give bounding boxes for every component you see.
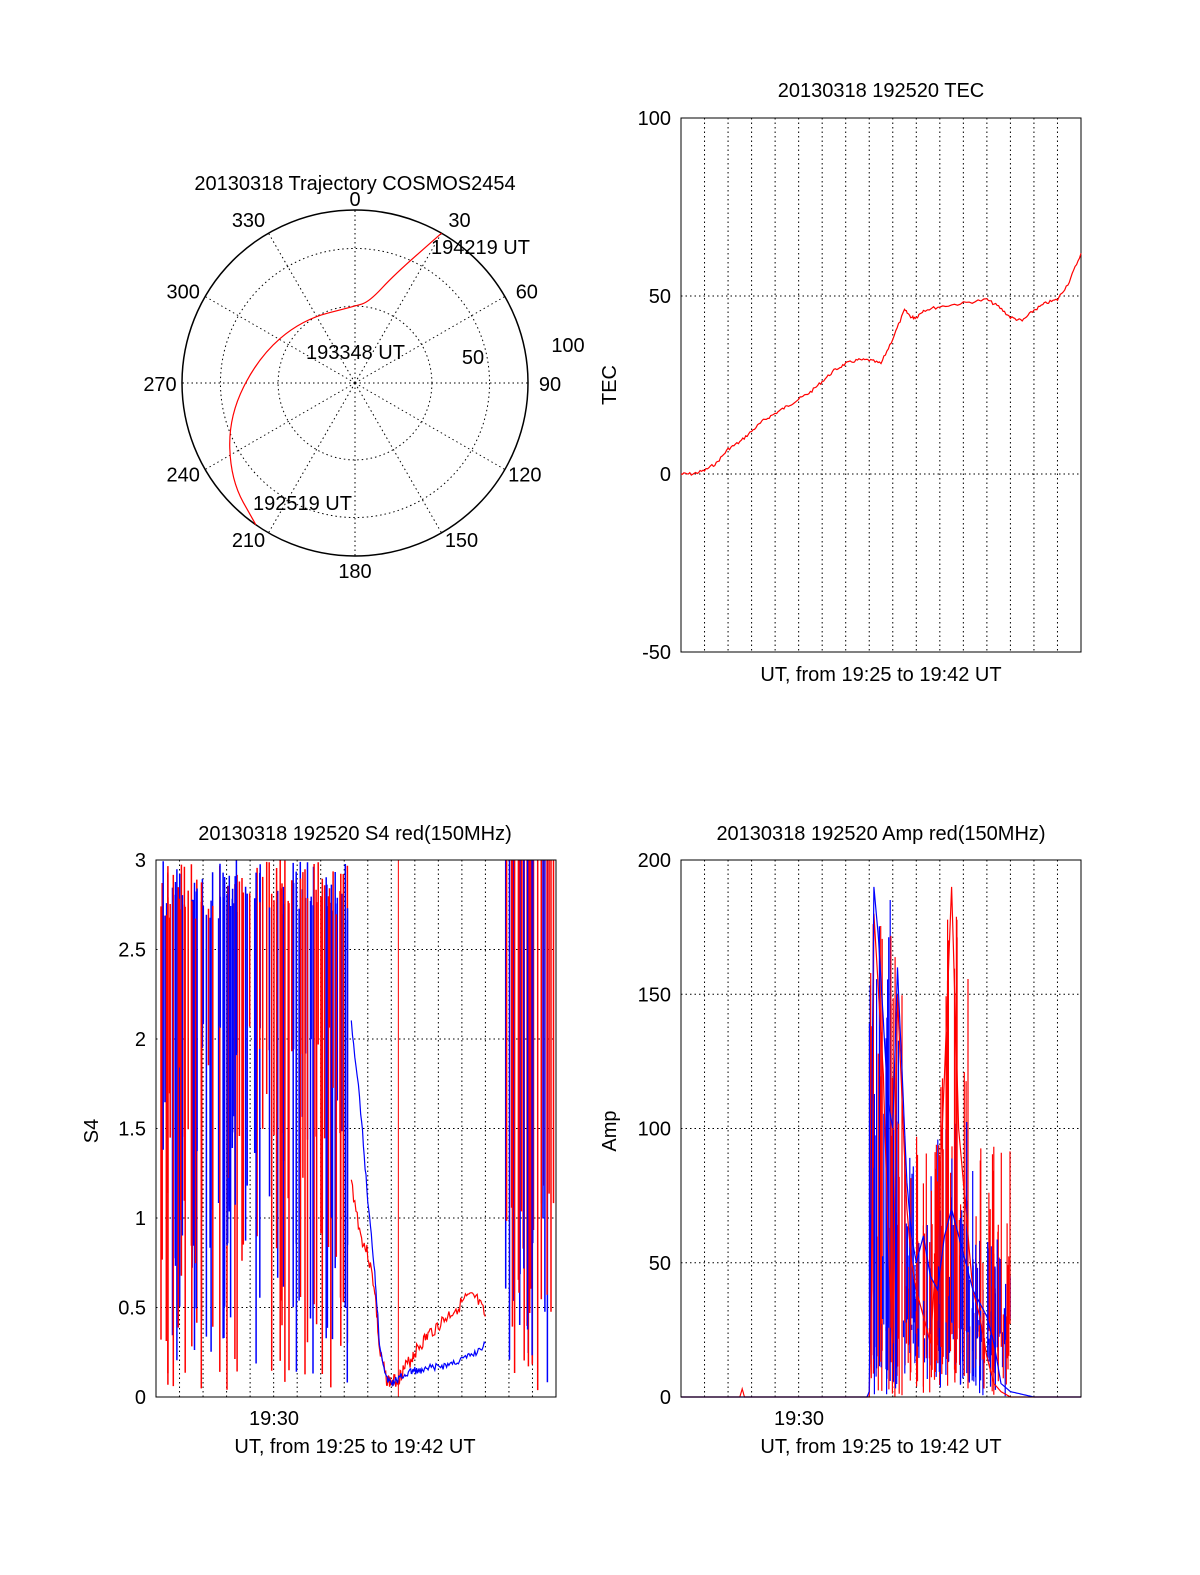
polar-annotation-mid: 193348 UT bbox=[306, 342, 405, 364]
polar-angle-label: 180 bbox=[338, 561, 371, 583]
amp-chart: 20130318 192520 Amp red(150MHz) 200 150 10… bbox=[599, 823, 1082, 1458]
tec-y-tick-label: 100 bbox=[638, 108, 671, 130]
s4-y-tick-label: 2 bbox=[135, 1029, 146, 1051]
polar-spoke bbox=[354, 232, 442, 384]
s4-noise-bands bbox=[160, 860, 555, 1397]
tec-series-line bbox=[680, 253, 1082, 476]
s4-grid bbox=[156, 860, 556, 1397]
s4-y-tick-label: 1 bbox=[135, 1208, 146, 1230]
polar-angle-label: 240 bbox=[166, 465, 199, 487]
polar-annotation-start: 192519 UT bbox=[253, 493, 352, 515]
polar-angle-label: 300 bbox=[166, 282, 199, 304]
polar-angle-label: 330 bbox=[232, 210, 265, 232]
amp-x-tick-label: 19:30 bbox=[774, 1408, 824, 1430]
polar-grid-circle bbox=[219, 247, 491, 519]
tec-y-tick-label: 50 bbox=[649, 286, 671, 308]
amp-y-tick-label: 150 bbox=[638, 984, 671, 1006]
s4-y-tick-label: 2.5 bbox=[118, 940, 146, 962]
polar-angle-label: 270 bbox=[143, 374, 176, 396]
amp-title: 20130318 192520 Amp red(150MHz) bbox=[716, 823, 1045, 845]
amp-y-ticks: 200 150 100 50 0 bbox=[638, 850, 671, 1409]
amp-frame bbox=[680, 859, 1082, 1398]
tec-y-label: TEC bbox=[599, 365, 621, 405]
amp-x-label: UT, from 19:25 to 19:42 UT bbox=[760, 1436, 1001, 1458]
s4-y-ticks: 3 2.5 2 1.5 1 0.5 0 bbox=[118, 850, 146, 1409]
polar-radial-label-100: 100 bbox=[551, 335, 584, 357]
polar-angle-label: 0 bbox=[349, 189, 360, 211]
s4-y-tick-label: 3 bbox=[135, 850, 146, 872]
amp-red-series-line bbox=[681, 886, 1081, 1398]
polar-spoke bbox=[354, 382, 442, 534]
polar-chart: 20130318 Trajectory COSMOS2454 0 30 60 90 12… bbox=[143, 173, 584, 583]
polar-spoke bbox=[268, 382, 356, 534]
amp-y-tick-label: 0 bbox=[660, 1387, 671, 1409]
s4-x-label: UT, from 19:25 to 19:42 UT bbox=[234, 1436, 475, 1458]
polar-title: 20130318 Trajectory COSMOS2454 bbox=[194, 173, 515, 195]
s4-blue-series-line bbox=[350, 1020, 486, 1388]
amp-y-label: Amp bbox=[599, 1110, 621, 1151]
s4-frame bbox=[155, 859, 557, 1398]
tec-y-tick-label: 0 bbox=[660, 464, 671, 486]
amp-blue-series-line bbox=[681, 886, 1081, 1398]
polar-spoke bbox=[354, 296, 506, 384]
s4-y-tick-label: 1.5 bbox=[118, 1119, 146, 1141]
amp-y-tick-label: 200 bbox=[638, 850, 671, 872]
s4-y-tick-label: 0 bbox=[135, 1387, 146, 1409]
polar-annotation-end: 194219 UT bbox=[431, 237, 530, 259]
tec-grid bbox=[681, 118, 1081, 652]
polar-grid bbox=[181, 209, 529, 557]
amp-grid bbox=[681, 860, 1081, 1397]
s4-y-tick-label: 0.5 bbox=[118, 1298, 146, 1320]
polar-trajectory-line bbox=[229, 232, 442, 525]
polar-angle-labels: 0 30 60 90 120 150 180 210 240 270 300 330 bbox=[143, 189, 561, 583]
polar-spoke bbox=[354, 382, 506, 470]
tec-title: 20130318 192520 TEC bbox=[778, 80, 984, 102]
tec-chart: 20130318 192520 TEC 100 50 0 -50 TEC UT, fr… bbox=[599, 80, 1082, 686]
s4-chart: 20130318 192520 S4 red(150MHz) 3 2.5 2 1.5 1… bbox=[81, 823, 557, 1458]
s4-title: 20130318 192520 S4 red(150MHz) bbox=[198, 823, 512, 845]
polar-spoke bbox=[204, 296, 356, 384]
polar-outer-circle bbox=[181, 209, 529, 557]
polar-angle-label: 120 bbox=[508, 465, 541, 487]
polar-angle-label: 210 bbox=[232, 530, 265, 552]
tec-x-label: UT, from 19:25 to 19:42 UT bbox=[760, 664, 1001, 686]
amp-y-tick-label: 100 bbox=[638, 1119, 671, 1141]
tec-y-tick-label: -50 bbox=[642, 642, 671, 664]
s4-red-series-line bbox=[350, 1179, 486, 1387]
polar-angle-label: 60 bbox=[516, 282, 538, 304]
amp-y-tick-label: 50 bbox=[649, 1253, 671, 1275]
polar-angle-label: 150 bbox=[445, 530, 478, 552]
s4-x-tick-label: 19:30 bbox=[249, 1408, 299, 1430]
tec-y-ticks: 100 50 0 -50 bbox=[638, 108, 671, 664]
polar-angle-label: 30 bbox=[448, 210, 470, 232]
tec-frame bbox=[680, 117, 1082, 653]
polar-spoke bbox=[268, 232, 356, 384]
s4-y-label: S4 bbox=[81, 1119, 103, 1143]
polar-angle-label: 90 bbox=[539, 374, 561, 396]
polar-radial-label-50: 50 bbox=[462, 347, 484, 369]
